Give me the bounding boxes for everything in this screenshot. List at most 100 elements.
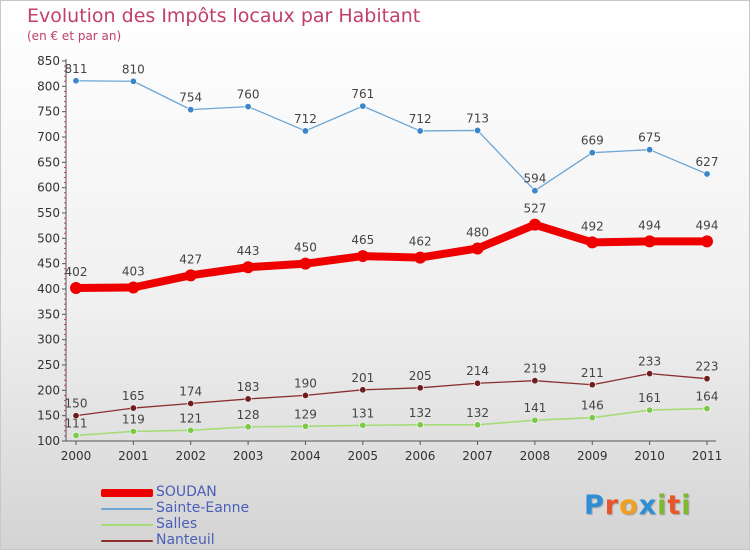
- data-label-salles: 129: [294, 407, 317, 421]
- data-label-salles: 131: [351, 406, 374, 420]
- data-label-sainte-eanne: 761: [351, 87, 374, 101]
- data-label-nanteuil: 223: [696, 360, 719, 374]
- y-tick-label: 450: [37, 257, 60, 271]
- data-point-soudan: [356, 250, 369, 263]
- data-point-soudan: [70, 281, 82, 294]
- x-tick-label: 2003: [233, 449, 264, 463]
- data-label-soudan: 427: [179, 252, 202, 266]
- data-point-nanteuil: [703, 375, 711, 383]
- data-label-sainte-eanne: 754: [179, 91, 202, 105]
- chart-title: Evolution des Impôts locaux par Habitant: [27, 5, 421, 27]
- data-label-nanteuil: 174: [179, 385, 202, 399]
- data-point-salles: [129, 427, 137, 435]
- data-label-salles: 128: [237, 408, 260, 422]
- data-point-salles: [474, 421, 482, 429]
- y-tick-label: 600: [37, 181, 60, 195]
- data-label-soudan: 480: [466, 225, 489, 239]
- data-label-salles: 164: [696, 390, 719, 404]
- data-label-nanteuil: 233: [638, 355, 661, 369]
- data-label-sainte-eanne: 675: [638, 131, 661, 145]
- legend-label: Salles: [156, 516, 198, 532]
- data-point-sainte-eanne: [646, 146, 654, 154]
- data-point-salles: [72, 431, 80, 439]
- data-label-sainte-eanne: 627: [696, 155, 719, 169]
- data-point-salles: [646, 406, 654, 414]
- data-label-nanteuil: 183: [237, 380, 260, 394]
- data-label-sainte-eanne: 669: [581, 134, 604, 148]
- data-point-nanteuil: [187, 400, 195, 408]
- data-point-nanteuil: [474, 379, 482, 387]
- data-point-sainte-eanne: [72, 77, 80, 85]
- data-point-soudan: [299, 257, 312, 270]
- data-label-salles: 161: [638, 391, 661, 405]
- data-label-sainte-eanne: 712: [294, 112, 317, 126]
- data-point-nanteuil: [72, 412, 80, 420]
- data-point-salles: [359, 421, 367, 429]
- data-label-soudan: 402: [65, 265, 88, 279]
- data-point-nanteuil: [531, 377, 539, 385]
- data-label-salles: 146: [581, 399, 604, 413]
- legend-swatch: [101, 489, 153, 497]
- data-label-salles: 119: [122, 412, 145, 426]
- data-point-sainte-eanne: [416, 127, 424, 135]
- data-point-salles: [703, 405, 711, 413]
- data-point-salles: [531, 416, 539, 424]
- x-tick-label: 2006: [405, 449, 436, 463]
- y-tick-label: 250: [37, 358, 60, 372]
- y-tick-label: 500: [37, 231, 60, 245]
- chart-subtitle: (en € et par an): [27, 29, 122, 43]
- legend-label: Nanteuil: [156, 532, 215, 548]
- data-point-sainte-eanne: [359, 102, 367, 110]
- data-point-nanteuil: [416, 384, 424, 392]
- y-tick-label: 200: [37, 383, 60, 397]
- y-tick-label: 300: [37, 333, 60, 347]
- y-tick-label: 100: [37, 434, 60, 448]
- y-tick-label: 850: [37, 54, 60, 68]
- data-label-nanteuil: 190: [294, 376, 317, 390]
- y-tick-label: 350: [37, 307, 60, 321]
- data-point-soudan: [586, 236, 599, 249]
- x-tick-label: 2011: [692, 449, 723, 463]
- data-point-nanteuil: [129, 404, 137, 412]
- data-point-soudan: [127, 281, 140, 294]
- data-label-salles: 111: [65, 416, 88, 430]
- data-label-soudan: 443: [237, 244, 260, 258]
- data-point-soudan: [184, 269, 197, 282]
- data-label-salles: 121: [179, 411, 202, 425]
- data-label-nanteuil: 214: [466, 364, 489, 378]
- data-point-sainte-eanne: [301, 127, 309, 135]
- data-point-nanteuil: [301, 391, 309, 399]
- data-label-soudan: 527: [523, 202, 546, 216]
- data-point-sainte-eanne: [531, 187, 539, 195]
- data-point-sainte-eanne: [703, 170, 711, 178]
- series-line-sainte-eanne: [75, 80, 708, 192]
- data-point-sainte-eanne: [129, 77, 137, 85]
- data-point-sainte-eanne: [474, 126, 482, 134]
- series-line-soudan: [72, 220, 711, 292]
- x-tick-label: 2004: [290, 449, 321, 463]
- x-tick-label: 2010: [634, 449, 665, 463]
- data-point-salles: [244, 423, 252, 431]
- x-tick-label: 2002: [175, 449, 206, 463]
- data-label-sainte-eanne: 811: [65, 62, 88, 76]
- y-tick-label: 650: [37, 155, 60, 169]
- data-point-salles: [416, 421, 424, 429]
- x-tick-label: 2005: [348, 449, 379, 463]
- legend-swatch: [101, 508, 153, 510]
- data-point-sainte-eanne: [588, 149, 596, 157]
- x-tick-label: 2000: [61, 449, 92, 463]
- data-point-nanteuil: [359, 386, 367, 394]
- data-point-nanteuil: [244, 395, 252, 403]
- data-label-soudan: 462: [409, 235, 432, 249]
- x-tick-label: 2008: [520, 449, 551, 463]
- series-line-salles: [75, 407, 708, 437]
- data-point-sainte-eanne: [187, 106, 195, 114]
- data-point-soudan: [242, 261, 255, 274]
- x-tick-label: 2009: [577, 449, 608, 463]
- data-label-soudan: 450: [294, 241, 317, 255]
- data-point-nanteuil: [588, 381, 596, 389]
- data-point-salles: [187, 426, 195, 434]
- data-label-nanteuil: 205: [409, 369, 432, 383]
